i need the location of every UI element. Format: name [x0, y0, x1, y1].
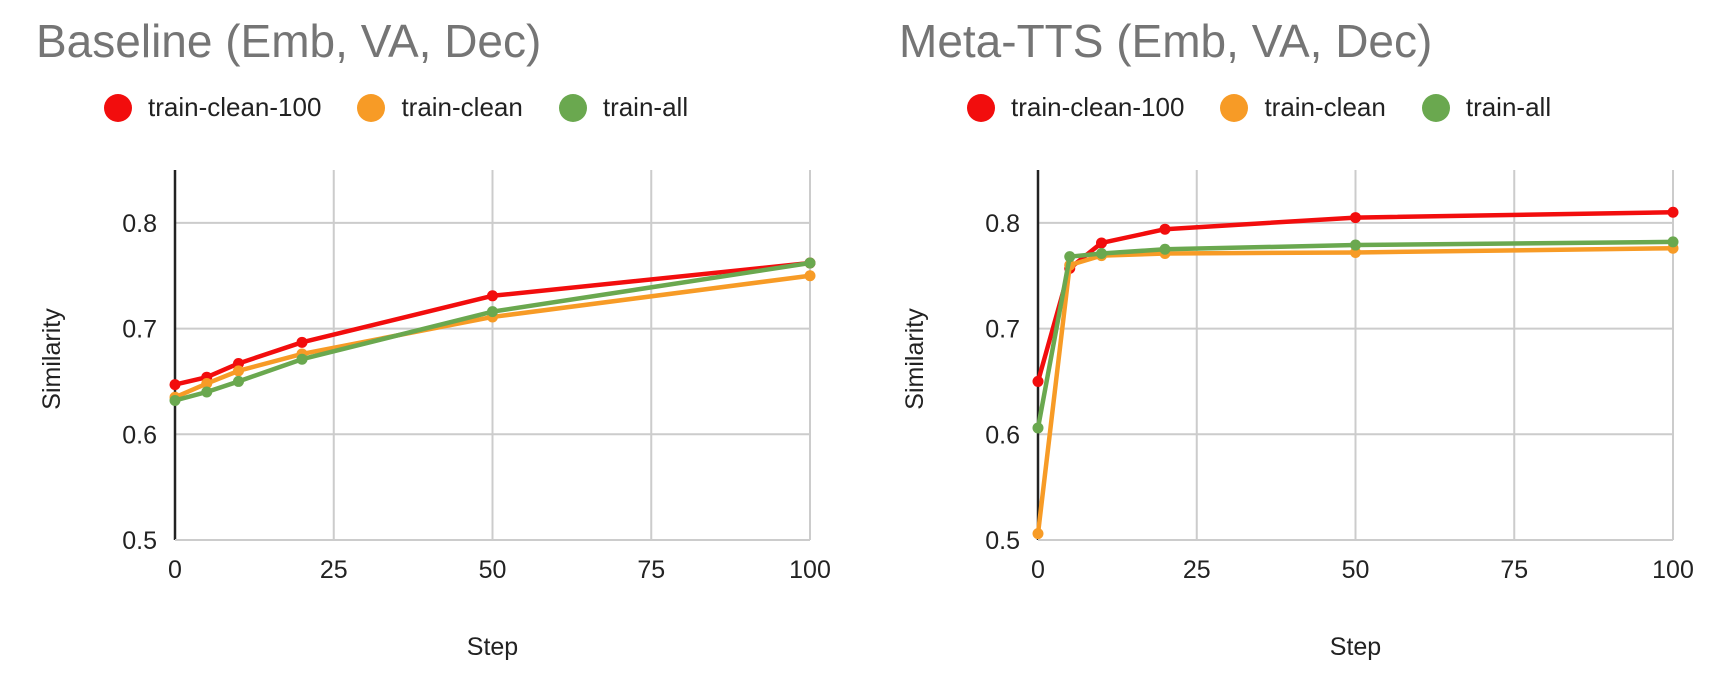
x-tick-label: 100 [1652, 556, 1694, 584]
x-axis-label: Step [467, 633, 518, 661]
legend: train-clean-100 train-clean train-all [967, 92, 1587, 123]
legend-marker [1220, 93, 1249, 122]
chart-panel-meta-tts: Meta-TTS (Emb, VA, Dec) train-clean-100 … [863, 0, 1726, 676]
x-tick-label: 50 [1342, 556, 1370, 584]
legend-label: train-clean [401, 92, 523, 122]
legend-item-train-clean-100: train-clean-100 [967, 92, 1184, 123]
x-tick-label: 25 [1183, 556, 1211, 584]
data-point-train-all [804, 257, 816, 269]
legend-label: train-clean-100 [148, 92, 322, 122]
y-tick-label: 0.8 [122, 210, 157, 238]
data-point-train-clean [804, 270, 816, 282]
x-tick-label: 75 [637, 556, 665, 584]
x-tick-label: 0 [1031, 556, 1045, 584]
y-tick-label: 0.7 [122, 316, 157, 344]
data-point-train-all [296, 353, 308, 365]
x-tick-label: 0 [168, 556, 182, 584]
data-point-train-clean-100 [1667, 206, 1679, 218]
chart-title: Baseline (Emb, VA, Dec) [36, 15, 542, 67]
legend-marker [558, 93, 587, 122]
legend-item-train-clean-100: train-clean-100 [104, 92, 321, 123]
x-tick-label: 50 [479, 556, 507, 584]
y-tick-label: 0.6 [122, 421, 157, 449]
legend-marker [967, 93, 995, 122]
data-point-train-all [1667, 236, 1679, 248]
legend: train-clean-100 train-clean train-all [104, 92, 724, 123]
legend-marker [1421, 93, 1450, 122]
data-point-train-all [487, 306, 498, 318]
series-line-train-clean [172, 273, 813, 400]
chart-panel-baseline: Baseline (Emb, VA, Dec) train-clean-100 … [36, 15, 831, 661]
data-point-train-clean-100 [296, 336, 308, 348]
x-tick-label: 75 [1500, 556, 1528, 584]
data-point-train-clean [233, 365, 244, 377]
y-tick-label: 0.8 [985, 210, 1020, 238]
legend-item-train-all: train-all [558, 92, 689, 123]
y-tick-label: 0.5 [122, 527, 157, 555]
data-point-train-all [169, 394, 181, 406]
legend-marker [104, 93, 132, 122]
series-line-train-all [1035, 239, 1676, 431]
series-line-train-clean [1035, 245, 1676, 536]
y-tick-label: 0.6 [985, 421, 1020, 449]
legend-label: train-clean [1264, 92, 1386, 122]
y-axis-label: Similarity [901, 308, 929, 410]
legend-label: train-clean-100 [1011, 92, 1185, 122]
legend-marker [357, 93, 386, 122]
legend-label: train-all [602, 92, 689, 122]
data-point-train-clean-100 [1159, 223, 1171, 235]
plot-area: 0.5 0.6 0.7 0.8 0 25 50 75 100 Step Similarity [38, 170, 831, 661]
y-axis-label: Similarity [38, 308, 66, 410]
data-point-train-clean [201, 378, 213, 390]
y-tick-label: 0.5 [985, 527, 1020, 555]
data-point-train-clean-100 [169, 379, 181, 391]
data-point-train-all [1159, 243, 1171, 255]
x-tick-label: 25 [320, 556, 348, 584]
data-point-train-all [1350, 239, 1361, 251]
legend-label: train-all [1465, 92, 1552, 122]
legend-item-train-all: train-all [1421, 92, 1552, 123]
data-point-train-clean [1032, 528, 1044, 540]
plot-area: 0.5 0.6 0.7 0.8 0 25 50 75 100 Step Similarity [901, 170, 1694, 661]
x-tick-label: 100 [789, 556, 831, 584]
data-point-train-clean-100 [1350, 212, 1361, 224]
y-tick-label: 0.7 [985, 316, 1020, 344]
data-point-train-clean-100 [487, 290, 498, 302]
data-point-train-clean-100 [1032, 375, 1044, 387]
data-point-train-clean-100 [1096, 237, 1107, 249]
legend-item-train-clean: train-clean [357, 92, 523, 123]
data-point-train-all [1032, 422, 1044, 434]
data-point-train-all [1096, 248, 1107, 260]
data-point-train-all [1064, 251, 1076, 263]
x-axis-label: Step [1330, 633, 1381, 661]
data-point-train-all [233, 375, 244, 387]
chart-title: Meta-TTS (Emb, VA, Dec) [899, 15, 1433, 67]
data-point-train-all [201, 386, 213, 398]
legend-item-train-clean: train-clean [1220, 92, 1386, 123]
